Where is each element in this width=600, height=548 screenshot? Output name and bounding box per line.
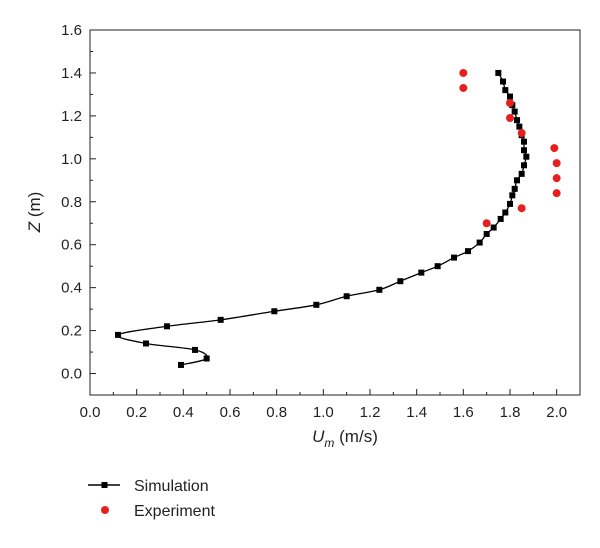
legend: Simulation Experiment — [88, 478, 215, 520]
data-point-simulation — [271, 308, 278, 315]
y-tick-label: 0.0 — [61, 366, 82, 383]
data-point-simulation — [514, 177, 520, 184]
data-point-simulation — [500, 78, 506, 85]
data-point-experiment — [482, 219, 491, 228]
data-point-simulation — [511, 108, 518, 115]
data-point-experiment — [550, 144, 559, 153]
y-tick-label: 1.6 — [61, 22, 82, 39]
data-point-simulation — [521, 162, 527, 169]
data-point-simulation — [203, 355, 210, 362]
data-point-simulation — [502, 87, 509, 94]
y-axis-title-unit: (m) — [25, 192, 44, 222]
data-point-experiment — [552, 189, 561, 198]
y-axis: 0.0 0.2 0.4 0.6 0.8 1.0 1.2 1.4 1.6 — [61, 22, 96, 383]
data-point-simulation — [217, 316, 224, 323]
y-tick-label: 0.2 — [61, 323, 82, 340]
data-point-simulation — [483, 230, 490, 237]
data-point-simulation — [178, 361, 184, 368]
data-point-simulation — [523, 153, 530, 160]
data-point-simulation — [509, 192, 516, 199]
series-line-simulation — [117, 72, 527, 366]
data-point-simulation — [313, 301, 320, 308]
x-tick-label: 0.2 — [126, 404, 147, 421]
legend-item-experiment: Experiment — [101, 503, 215, 520]
data-point-simulation — [518, 170, 525, 177]
plot-frame — [89, 29, 581, 396]
data-point-simulation — [164, 323, 170, 330]
data-point-experiment — [506, 114, 514, 123]
data-point-simulation — [376, 286, 383, 293]
y-tick-label: 0.6 — [61, 237, 82, 254]
y-tick-label: 1.2 — [61, 108, 82, 125]
data-point-experiment — [552, 159, 561, 168]
legend-label-experiment: Experiment — [134, 503, 215, 520]
data-point-experiment — [517, 129, 526, 138]
data-point-simulation — [476, 239, 483, 246]
data-point-simulation — [192, 346, 198, 353]
data-point-simulation — [521, 147, 527, 154]
data-point-simulation — [514, 117, 520, 124]
data-point-simulation — [507, 93, 513, 100]
legend-label-simulation: Simulation — [134, 478, 209, 495]
data-point-simulation — [143, 340, 149, 347]
x-tick-label: 1.6 — [453, 404, 474, 421]
data-point-simulation — [497, 215, 504, 222]
data-point-experiment — [506, 99, 514, 107]
x-tick-label: 1.4 — [406, 404, 427, 421]
data-point-simulation — [490, 224, 497, 231]
data-point-simulation — [495, 69, 502, 76]
x-tick-label: 0.0 — [80, 404, 101, 421]
x-axis: 0.0 0.2 0.4 0.6 0.8 1.0 1.2 1.4 1.6 1.8 2.0 — [80, 389, 567, 421]
y-axis-title-symbol: Z — [25, 221, 44, 233]
data-point-simulation — [511, 185, 518, 192]
x-tick-label: 0.8 — [266, 404, 287, 421]
legend-item-simulation: Simulation — [88, 478, 209, 495]
x-axis-title-subscript: m — [324, 436, 334, 450]
x-axis-title: Um (m/s) — [312, 427, 378, 450]
x-tick-label: 1.0 — [313, 404, 334, 421]
data-point-experiment — [459, 83, 468, 92]
data-point-experiment — [552, 174, 561, 183]
data-point-simulation — [502, 209, 509, 216]
y-tick-label: 0.8 — [61, 194, 82, 211]
data-point-simulation — [115, 331, 121, 338]
data-point-simulation — [465, 248, 471, 255]
series-layer — [115, 68, 561, 368]
data-point-simulation — [343, 293, 350, 300]
legend-marker-simulation — [101, 482, 108, 488]
y-axis-title: Z (m) — [25, 192, 44, 234]
x-tick-label: 0.6 — [220, 404, 241, 421]
y-tick-label: 1.0 — [61, 151, 82, 168]
data-point-simulation — [521, 138, 527, 145]
y-tick-label: 0.4 — [61, 280, 82, 297]
data-point-simulation — [451, 254, 457, 261]
data-point-simulation — [516, 123, 523, 130]
x-axis-title-symbol: U — [312, 427, 325, 446]
data-point-simulation — [418, 269, 425, 276]
y-tick-label: 1.4 — [61, 65, 82, 82]
x-tick-label: 0.4 — [173, 404, 194, 421]
data-point-simulation — [397, 278, 404, 285]
legend-marker-experiment — [101, 506, 109, 514]
plot-border — [89, 29, 581, 396]
x-tick-label: 2.0 — [546, 404, 567, 421]
data-point-experiment — [459, 68, 468, 77]
x-tick-label: 1.8 — [500, 404, 521, 421]
x-tick-label: 1.2 — [360, 404, 381, 421]
data-point-simulation — [507, 200, 513, 207]
data-point-simulation — [434, 263, 441, 270]
x-axis-title-unit: (m/s) — [334, 427, 377, 446]
data-point-experiment — [517, 204, 526, 213]
